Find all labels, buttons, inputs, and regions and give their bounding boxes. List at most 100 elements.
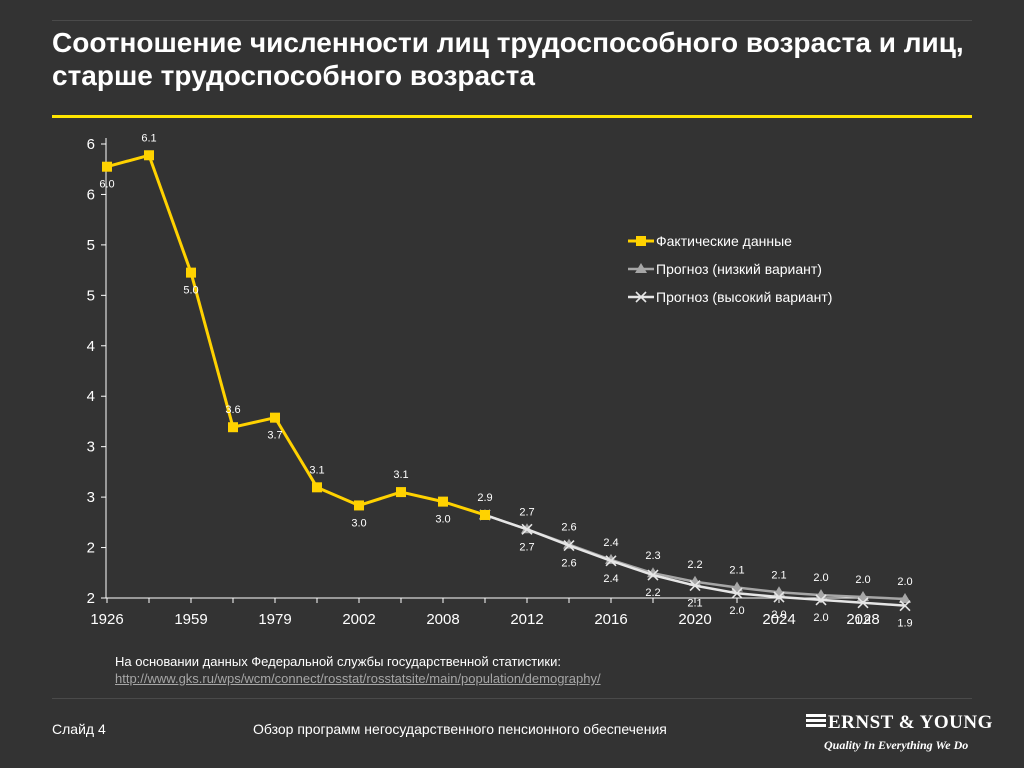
data-label: 1.9 (897, 618, 912, 630)
series-1-point (102, 161, 112, 172)
data-label: 2.0 (813, 572, 828, 584)
series-3-point (773, 591, 785, 603)
x-tick-label: 1926 (90, 611, 123, 628)
x-tick-label: 2028 (846, 611, 879, 628)
slide-title: Соотношение численности лиц трудоспособн… (52, 27, 964, 91)
series-3-point (731, 587, 743, 599)
source-text: На основании данных Федеральной службы г… (115, 654, 561, 669)
data-label: 3.0 (435, 514, 450, 526)
logo-tagline: Quality In Everything We Do (824, 738, 969, 752)
x-tick-label: 2020 (678, 611, 711, 628)
top-divider (52, 20, 972, 21)
series-1-point (480, 509, 490, 520)
data-label: 2.2 (687, 559, 702, 571)
x-marker-stroke (563, 539, 575, 552)
x-marker-stroke (899, 600, 911, 612)
legend-label: Прогноз (высокий вариант) (656, 289, 832, 305)
y-tick-label: 2 (87, 540, 95, 557)
series-1-point (438, 496, 448, 507)
data-label: 2.6 (561, 558, 576, 570)
data-label: 2.7 (519, 541, 534, 553)
x-tick-label: 2012 (510, 611, 543, 628)
y-tick-label: 2 (87, 590, 95, 607)
y-tick-label: 4 (87, 338, 95, 355)
company-logo: ERNST & YOUNG Quality In Everything We D… (806, 712, 992, 756)
data-label: 3.0 (351, 517, 366, 529)
logo-mark-icon (806, 714, 826, 732)
series-1-point (354, 500, 364, 511)
series-2-point (857, 591, 869, 602)
x-marker-stroke (635, 291, 647, 303)
series-3-point (857, 597, 869, 609)
series-2-point (731, 581, 743, 592)
x-tick-label: 1979 (258, 611, 291, 628)
y-tick-label: 3 (87, 489, 95, 506)
data-label: 2.1 (687, 598, 702, 610)
y-tick-label: 5 (87, 237, 95, 254)
data-label: 3.1 (393, 469, 408, 481)
x-marker-stroke (689, 580, 701, 592)
data-label: 2.7 (519, 506, 534, 518)
data-label: 2.2 (645, 587, 660, 599)
source-link[interactable]: http://www.gks.ru/wps/wcm/connect/rossta… (115, 671, 601, 686)
footer-divider (52, 698, 972, 699)
series-3-point (605, 555, 617, 567)
data-label: 6.1 (141, 132, 156, 144)
series-1-point (312, 482, 322, 493)
x-marker-stroke (521, 523, 533, 535)
data-label: 3.6 (225, 404, 240, 416)
data-label: 6.0 (99, 179, 114, 191)
x-marker-stroke (773, 591, 785, 603)
line-chart: 2 2 3 3 4 4 5 5 6 6 1926 1959 1979 2002 2008 2012 2016 20… (87, 132, 913, 630)
series-3-point (647, 569, 659, 581)
x-tick-label: 1959 (174, 611, 207, 628)
x-tick-label: 2016 (594, 611, 627, 628)
series-3-point (521, 523, 533, 535)
y-tick-label: 3 (87, 439, 95, 456)
series-3-point (563, 539, 575, 552)
data-label: 2.0 (729, 605, 744, 617)
logo-name: ERNST & YOUNG (828, 712, 993, 733)
y-tick-label: 6 (87, 136, 95, 153)
x-tick-label: 2002 (342, 611, 375, 628)
x-marker-stroke (857, 597, 869, 609)
data-label: 2.0 (813, 612, 828, 624)
data-label: 3.1 (309, 464, 324, 476)
legend-marker (636, 236, 646, 246)
x-tick-label: 2024 (762, 611, 795, 628)
series-1-point (228, 422, 238, 433)
series-1-point (186, 267, 196, 278)
legend-marker (635, 291, 647, 303)
data-label: 2.0 (855, 574, 870, 586)
series-2-point (899, 592, 911, 603)
slide-number: Слайд 4 (52, 721, 106, 737)
x-marker-stroke (731, 587, 743, 599)
footer-caption: Обзор программ негосударственного пенсио… (253, 721, 667, 737)
series-1-point (396, 487, 406, 498)
data-label: 1.9 (855, 615, 870, 627)
series-3-point (689, 580, 701, 592)
data-label: 2.9 (477, 492, 492, 504)
x-tick-label: 2008 (426, 611, 459, 628)
x-marker-stroke (815, 594, 827, 606)
data-label: 2.1 (729, 565, 744, 577)
legend-marker (635, 263, 647, 273)
data-label: 2.4 (603, 573, 618, 585)
legend-label: Прогноз (низкий вариант) (656, 261, 822, 277)
data-label: 2.3 (645, 550, 660, 562)
data-label: 2.1 (771, 569, 786, 581)
data-label: 2.6 (561, 522, 576, 534)
data-label: 2.4 (603, 537, 618, 549)
data-label: 2.0 (897, 576, 912, 588)
data-label: 5.0 (183, 285, 198, 297)
series-1-point (144, 150, 154, 161)
x-marker-stroke (605, 555, 617, 567)
series-line-1 (106, 153, 486, 517)
data-label: 3.7 (267, 430, 282, 442)
series-3-point (899, 600, 911, 612)
series-1-point (270, 412, 280, 423)
title-underline (52, 115, 972, 118)
y-tick-label: 6 (87, 186, 95, 203)
series-3-point (815, 594, 827, 606)
legend-label: Фактические данные (656, 233, 792, 249)
